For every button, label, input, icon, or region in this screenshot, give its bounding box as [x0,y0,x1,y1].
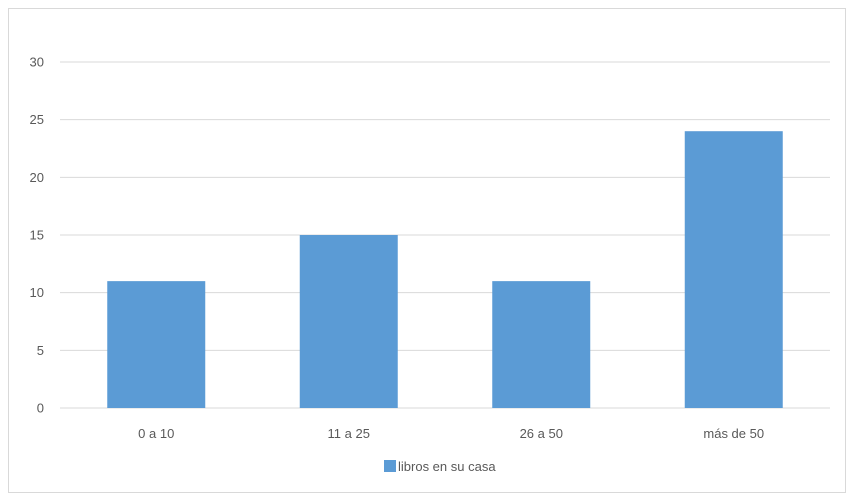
y-tick-label: 10 [30,285,44,300]
y-axis-ticks: 0 5 10 15 20 25 30 [30,55,44,416]
y-tick-label: 15 [30,228,44,243]
y-tick-label: 30 [30,55,44,70]
bars [107,131,783,408]
y-tick-label: 20 [30,170,44,185]
x-tick-label: 11 a 25 [328,426,370,441]
bar [107,281,206,408]
x-tick-label: 26 a 50 [520,426,563,441]
legend-label: libros en su casa [398,459,496,474]
bar [299,235,398,408]
x-axis-ticks: 0 a 10 11 a 25 26 a 50 más de 50 [138,426,764,441]
bar [492,281,591,408]
y-tick-label: 25 [30,112,44,127]
y-tick-label: 0 [37,401,44,416]
bar [684,131,783,408]
y-tick-label: 5 [37,343,44,358]
x-tick-label: más de 50 [703,426,764,441]
legend: libros en su casa [384,459,496,474]
legend-swatch [384,460,396,472]
x-tick-label: 0 a 10 [138,426,174,441]
